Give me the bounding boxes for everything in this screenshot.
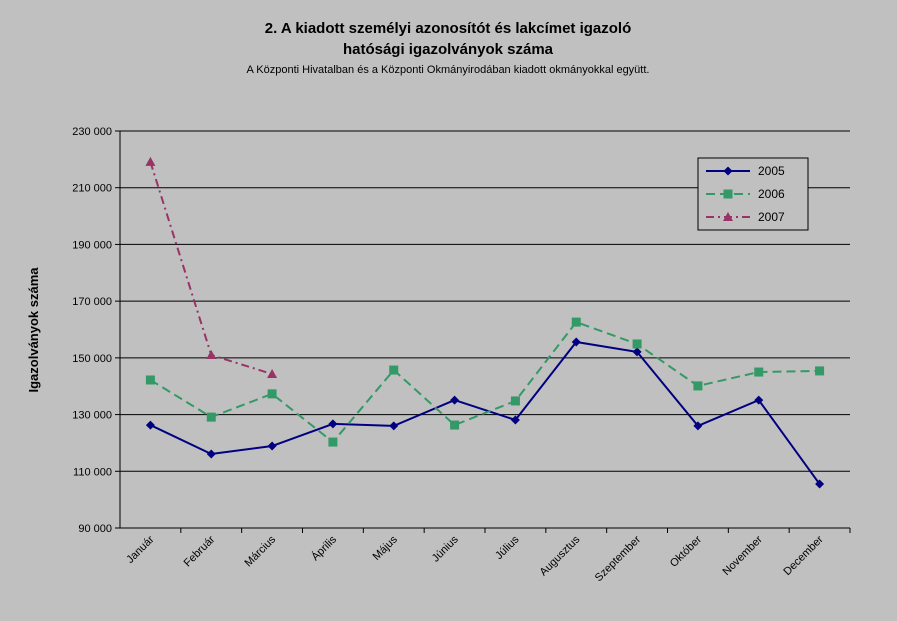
- x-tick-label: November: [721, 533, 766, 578]
- legend-label: 2006: [758, 187, 785, 201]
- y-tick-label: 230 000: [72, 126, 112, 138]
- marker: [267, 389, 277, 399]
- line: [149, 320, 820, 444]
- legend-label: 2005: [758, 164, 785, 178]
- x-tick-label: Április: [309, 533, 340, 564]
- marker: [145, 420, 155, 430]
- y-tick-label: 190 000: [72, 239, 112, 251]
- x-tick-label: Március: [242, 533, 278, 569]
- marker: [450, 395, 460, 405]
- x-tick-label: Október: [668, 533, 704, 569]
- marker: [267, 441, 277, 451]
- y-tick-label: 210 000: [72, 183, 112, 195]
- x-tick-label: Július: [493, 533, 522, 562]
- marker: [632, 339, 642, 349]
- y-axis-label: Igazolványok száma: [26, 267, 41, 393]
- marker: [510, 396, 520, 406]
- marker: [328, 437, 338, 447]
- x-tick-label: Augusztus: [538, 533, 583, 578]
- marker: [145, 156, 156, 166]
- x-tick-label: Szeptember: [593, 533, 644, 584]
- marker: [328, 419, 338, 429]
- y-tick-label: 170 000: [72, 296, 112, 308]
- y-tick-label: 150 000: [72, 353, 112, 365]
- marker: [206, 350, 217, 360]
- marker: [723, 189, 733, 199]
- y-tick-label: 130 000: [72, 410, 112, 422]
- marker: [267, 369, 278, 379]
- marker: [571, 337, 581, 347]
- marker: [693, 421, 703, 431]
- marker: [389, 365, 399, 375]
- marker: [754, 395, 764, 405]
- marker: [510, 415, 520, 425]
- x-tick-label: Június: [430, 533, 461, 564]
- marker: [571, 317, 581, 327]
- marker: [145, 375, 155, 385]
- marker: [206, 449, 216, 459]
- marker: [815, 366, 825, 376]
- x-tick-label: Február: [182, 533, 218, 569]
- y-tick-label: 110 000: [73, 466, 112, 478]
- marker: [723, 166, 733, 176]
- line: [149, 161, 273, 375]
- marker: [389, 421, 399, 431]
- marker: [815, 479, 825, 489]
- y-tick-label: 90 000: [78, 523, 112, 535]
- x-tick-label: Január: [124, 533, 157, 566]
- marker: [632, 347, 642, 357]
- marker: [754, 367, 764, 377]
- marker: [693, 381, 703, 391]
- marker: [450, 420, 460, 430]
- x-tick-label: December: [781, 533, 826, 578]
- marker: [723, 212, 733, 221]
- marker: [206, 412, 216, 422]
- legend-label: 2007: [758, 210, 785, 224]
- chart-title: 2. A kiadott személyi azonosítót és lakc…: [265, 20, 632, 37]
- line: [149, 340, 821, 485]
- x-tick-label: Május: [371, 533, 401, 563]
- chart-title: hatósági igazolványok száma: [343, 41, 554, 58]
- chart-subtitle: A Központi Hivatalban és a Központi Okmá…: [247, 64, 650, 76]
